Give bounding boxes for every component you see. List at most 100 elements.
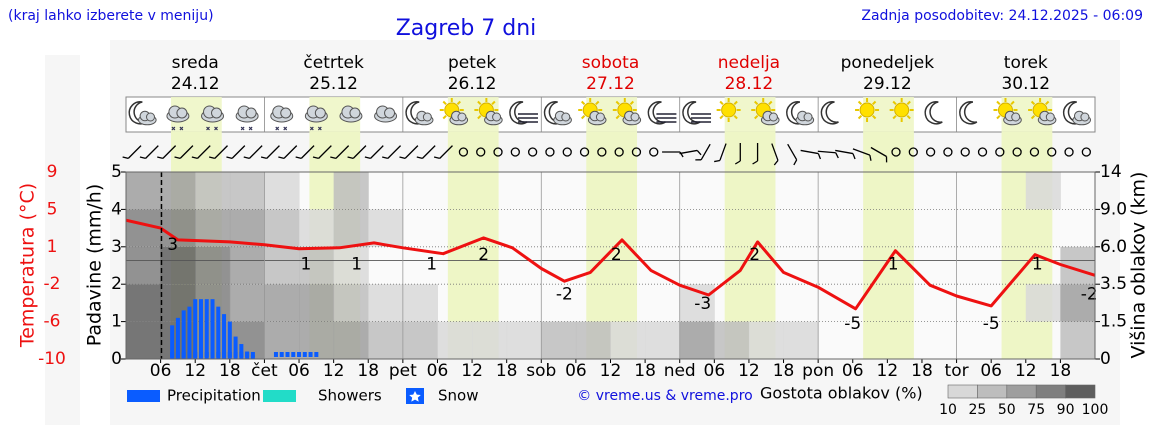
cloud-cell: [195, 172, 231, 210]
wind-barb: [278, 145, 298, 159]
weather-icon: [439, 98, 469, 126]
day-name: sobota: [582, 53, 640, 73]
barb-tick: [382, 156, 388, 159]
temp-value-label: 1: [351, 255, 362, 275]
snow-marker: [204, 352, 209, 357]
day-date: 27.12: [586, 74, 635, 94]
cloud-scale-swatch: [1065, 384, 1096, 399]
sun-ray: [491, 100, 496, 106]
sun-disc: [859, 102, 875, 118]
precip-tick-label: 5: [111, 162, 122, 182]
cloud-scale-label: 25: [968, 402, 986, 418]
cloud-scale-swatch: [977, 384, 1008, 399]
barb-tick: [312, 156, 319, 159]
temp-tick-label: 5: [47, 199, 58, 219]
calm-wind: [510, 147, 520, 157]
day-name: petek: [448, 53, 496, 73]
x-tick-label: 18: [911, 361, 933, 381]
wind-barb: [433, 145, 453, 159]
sun-disc: [721, 102, 737, 118]
legend-star: [409, 391, 421, 402]
cloud-cell: [264, 172, 300, 210]
calm-wind: [476, 147, 486, 157]
barb-staff: [679, 149, 698, 155]
barb-tick: [174, 156, 181, 159]
weather-icon: [304, 105, 328, 131]
cloud-cell: [333, 246, 369, 285]
moon: [959, 101, 978, 125]
wind-barb: [714, 143, 727, 163]
weather-icon: [716, 98, 741, 122]
wind-barb: [382, 145, 402, 159]
sun-ray: [892, 100, 897, 106]
cloud-puff: [349, 107, 361, 119]
sun-ray: [906, 114, 911, 120]
daylight-band: [447, 132, 499, 359]
calm-wind: [458, 147, 469, 157]
barb-staff: [387, 145, 402, 159]
calm-wind: [1064, 147, 1074, 157]
cloud-cell: [1025, 284, 1061, 322]
precip-tick-label: 1: [111, 312, 122, 332]
calm-wind: [597, 147, 607, 157]
wind-barb: [679, 149, 702, 156]
precip-bar: [187, 306, 192, 359]
x-tick-label: 18: [773, 361, 795, 381]
snow-marker: [233, 352, 238, 357]
precip-bar: [204, 299, 209, 359]
cloud-cell: [333, 209, 369, 247]
barb-tick: [852, 153, 856, 160]
x-tick-label: 12: [877, 361, 899, 381]
wind-barb: [347, 145, 367, 159]
wind-barb: [787, 143, 798, 166]
calm-wind: [545, 147, 555, 157]
barb-tick: [347, 156, 354, 159]
x-tick-label: 06: [150, 361, 172, 381]
weather-icon: [1028, 98, 1057, 126]
barb-staff: [719, 143, 727, 161]
barb-staff: [817, 150, 836, 154]
snow-marker: [187, 352, 192, 357]
legend-swatch: [127, 390, 160, 402]
cloud-cell: [714, 321, 750, 359]
weather-icon: [201, 105, 225, 131]
barb-staff: [162, 145, 177, 159]
precip-bar: [250, 355, 255, 359]
snow-marker: [279, 352, 284, 357]
cloud-puff: [1080, 112, 1090, 122]
precip-tick-label: 3: [111, 237, 122, 257]
x-tick-label: 06: [565, 361, 587, 381]
daylight-band: [724, 132, 776, 359]
calm-wind: [977, 147, 988, 157]
precip-bar: [210, 299, 215, 359]
day-date: 29.12: [863, 74, 912, 94]
cloud-puff: [314, 107, 326, 119]
barb-tick: [364, 156, 371, 159]
barb-tick: [734, 160, 741, 165]
snow-marker: [273, 352, 278, 357]
calm-wind: [960, 147, 970, 157]
temp-tick-label: 1: [47, 237, 58, 257]
sun-ray: [857, 100, 863, 106]
wind-barb: [191, 145, 211, 159]
weather-icon: [405, 101, 434, 126]
barb-staff: [335, 145, 350, 159]
sun-ray: [1010, 100, 1015, 106]
barb-staff: [787, 143, 798, 161]
barb-staff: [231, 145, 246, 159]
wind-barb: [870, 146, 888, 163]
barb-tick: [226, 156, 233, 159]
cloud-scale-swatch: [1006, 384, 1037, 399]
cloud-cell: [160, 172, 196, 210]
snow-marker: [175, 352, 180, 357]
daylight-band: [1001, 132, 1053, 359]
sun-ray: [996, 100, 1001, 106]
x-tick-label: sob: [526, 361, 556, 381]
sun-ray: [906, 100, 911, 106]
calm-wind: [995, 147, 1005, 157]
barb-tick: [122, 156, 129, 159]
cloud-scale-label: 75: [1027, 402, 1045, 418]
cloud-cell: [333, 321, 369, 359]
temp-value-label: 3: [167, 235, 178, 255]
cloud-cell: [575, 321, 611, 359]
